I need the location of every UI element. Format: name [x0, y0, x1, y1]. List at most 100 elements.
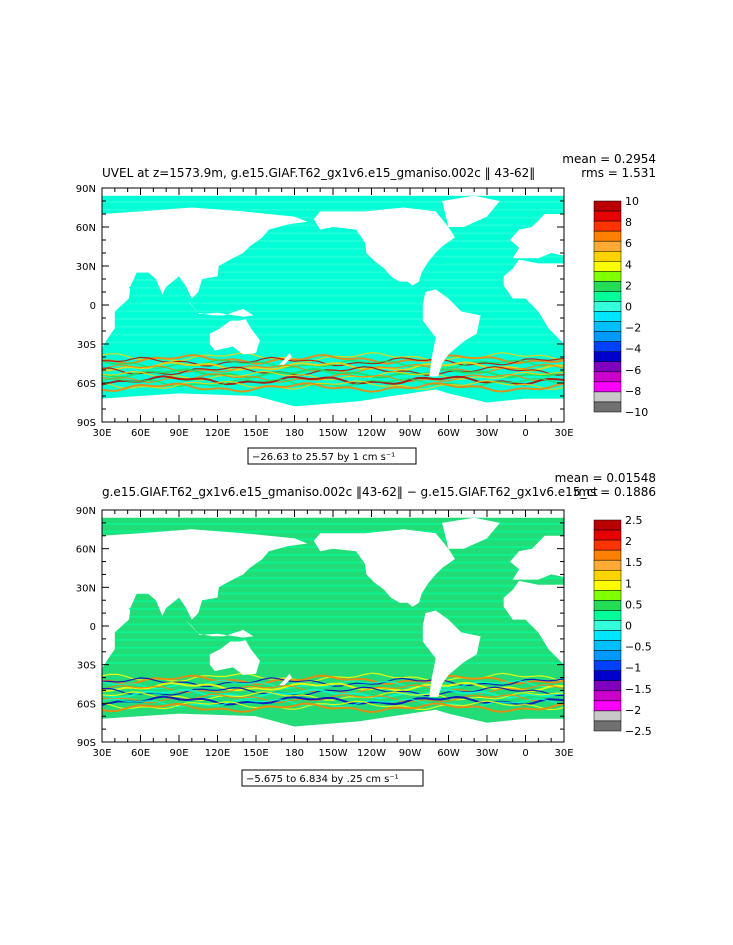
land-antarctic: [102, 389, 564, 422]
colorbar-swatch: [593, 321, 622, 332]
acc-streak: [102, 366, 564, 376]
contour-range-text: −5.675 to 6.834 by .25 cm s⁻¹: [246, 774, 399, 785]
land-europe: [510, 214, 564, 259]
acc-streak: [102, 686, 564, 697]
colorbar-swatch: [593, 610, 622, 621]
colorbar-swatch: [593, 720, 622, 732]
zonal-stripe: [102, 201, 564, 203]
zonal-stripe: [102, 577, 564, 580]
colorbar-label: −10: [625, 406, 648, 419]
y-tick-label: 90S: [77, 418, 96, 429]
colorbar-label: −4: [625, 343, 641, 356]
acc-streak: [102, 691, 564, 702]
y-tick-label: 0: [90, 622, 96, 633]
land-nz: [279, 353, 292, 365]
zonal-stripe: [102, 232, 564, 235]
y-tick-label: 30N: [76, 262, 96, 273]
colorbar-swatch: [593, 361, 622, 373]
acc-streak: [102, 700, 564, 711]
x-tick-label: 150E: [243, 748, 268, 759]
colorbar-label: −6: [625, 364, 641, 377]
x-tick-label: 30W: [476, 748, 499, 759]
zonal-stripe: [102, 325, 564, 328]
mean-label: mean = 0.2954: [562, 152, 656, 166]
x-tick-label: 60E: [131, 748, 150, 759]
colorbar-label: 0.5: [625, 598, 643, 611]
acc-streak: [102, 688, 564, 700]
land-samerica: [422, 610, 481, 697]
colorbar-swatch: [593, 529, 622, 541]
colorbar-label: 10: [625, 195, 639, 208]
colorbar-swatch: [593, 559, 622, 571]
colorbar-label: 2: [625, 535, 632, 548]
x-tick-label: 150W: [319, 748, 348, 759]
zonal-stripe: [102, 318, 564, 320]
land-indo: [185, 619, 254, 638]
zonal-stripe: [102, 569, 564, 572]
colorbar-swatch: [593, 690, 622, 702]
y-tick-label: 90N: [76, 506, 96, 517]
zonal-stripe: [102, 279, 564, 281]
contour-range-box: [247, 447, 417, 465]
land-africaW: [503, 259, 564, 344]
colorbar-swatch: [593, 351, 622, 363]
y-tick-label: 90N: [76, 184, 96, 195]
acc-streak: [102, 698, 564, 708]
contour-range-text: −26.63 to 25.57 by 1 cm s⁻¹: [252, 452, 395, 463]
colorbar-label: −1: [625, 662, 641, 675]
zonal-stripe: [102, 607, 564, 610]
land-namerica: [313, 207, 455, 286]
colorbar-label: 8: [625, 216, 632, 229]
x-tick-label: 30E: [554, 428, 573, 439]
x-tick-label: 30E: [92, 428, 111, 439]
acc-streak: [102, 368, 564, 379]
colorbar-swatch: [593, 401, 622, 413]
acc-streak: [102, 380, 564, 390]
y-tick-label: 60N: [76, 223, 96, 234]
colorbar-label: 4: [625, 258, 632, 271]
acc-streak: [102, 702, 564, 714]
map-panel-2: 30E 60E 90E 120E 150E 180 150W 120W 90W 60W 30W 0 30…: [76, 471, 656, 787]
land-indo: [185, 298, 254, 317]
panel-title: UVEL at z=1573.9m, g.e15.GIAF.T62_gx1v6.…: [102, 166, 535, 180]
colorbar-label: 2: [625, 279, 632, 292]
zonal-stripe: [102, 522, 564, 525]
colorbar-label: −0.5: [625, 641, 652, 654]
acc-streak: [102, 370, 564, 381]
x-tick-label: 90W: [399, 428, 422, 439]
y-tick-label: 0: [90, 301, 96, 312]
panel-title: g.e15.GIAF.T62_gx1v6.e15_gmaniso.002c ‖4…: [102, 485, 598, 499]
colorbar-swatch: [593, 281, 622, 292]
colorbar-swatch: [593, 261, 622, 272]
colorbar-swatch: [593, 381, 622, 393]
colorbar-swatch: [593, 200, 622, 212]
x-tick-label: 60E: [131, 428, 150, 439]
land-greenland: [442, 517, 500, 549]
zonal-stripe: [102, 584, 564, 587]
zonal-stripe: [102, 646, 564, 649]
colorbar-swatch: [593, 650, 622, 661]
zonal-stripe: [102, 286, 564, 289]
x-tick-label: 90E: [169, 428, 188, 439]
colorbar-swatch: [593, 600, 622, 611]
colorbar-swatch: [593, 271, 622, 282]
colorbar-swatch: [593, 670, 622, 682]
colorbar-swatch: [593, 391, 622, 403]
acc-streak: [102, 677, 564, 688]
colorbar-swatch: [593, 371, 622, 383]
x-tick-label: 60W: [437, 428, 460, 439]
colorbar-swatch: [593, 630, 622, 641]
acc-streak: [102, 375, 564, 386]
zonal-stripe: [102, 631, 564, 634]
x-tick-label: 120W: [357, 428, 386, 439]
ocean-field: [102, 188, 564, 422]
land-nz: [279, 673, 292, 686]
y-tick-label: 60S: [77, 379, 96, 390]
colorbar-swatch: [593, 311, 622, 322]
x-tick-label: 120E: [205, 748, 230, 759]
zonal-stripe: [102, 530, 564, 533]
x-tick-label: 120W: [357, 748, 386, 759]
colorbar-swatch: [593, 590, 622, 601]
colorbar: 2.5 2 1.5 1 0.5 0 −0.5 −1 −1.5 −2 −2.5: [593, 514, 652, 738]
